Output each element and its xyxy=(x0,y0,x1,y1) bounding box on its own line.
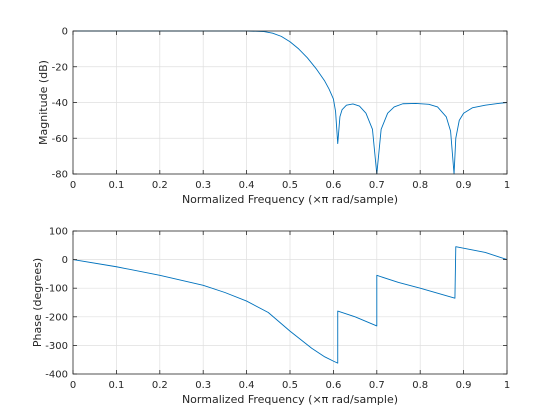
phase-plot: 0 0.1 0.2 0.3 0.4 0.5 0.6 0.7 0.8 0.9 1 -400 -300 -20… xyxy=(31,227,510,407)
phase-y-tick-label: 0 xyxy=(62,255,68,266)
magnitude-grid xyxy=(73,31,507,174)
phase-x-tick-label: 0.7 xyxy=(369,380,385,391)
phase-x-tick-label: 1 xyxy=(504,380,510,391)
magnitude-x-tick-label: 0.8 xyxy=(412,180,428,191)
phase-x-tick-label: 0.2 xyxy=(152,380,168,391)
magnitude-x-tick-label: 0.6 xyxy=(325,180,341,191)
magnitude-y-axis-label: Magnitude (dB) xyxy=(37,60,50,145)
phase-y-tick-label: 100 xyxy=(49,227,68,238)
phase-x-tick-label: 0.3 xyxy=(195,380,211,391)
phase-y-tick-label: -300 xyxy=(45,341,68,352)
magnitude-series-line xyxy=(73,30,508,175)
magnitude-series xyxy=(73,30,508,175)
phase-x-tick-label: 0.4 xyxy=(239,380,255,391)
magnitude-ticks: 0 0.1 0.2 0.3 0.4 0.5 0.6 0.7 0.8 0.9 1 -80 -60 -40 -2… xyxy=(52,27,511,192)
phase-y-axis-label: Phase (degrees) xyxy=(31,258,44,347)
magnitude-plot: 0 0.1 0.2 0.3 0.4 0.5 0.6 0.7 0.8 0.9 1 -80 -60 -40 -2… xyxy=(37,27,510,207)
phase-y-tick-label: -100 xyxy=(45,284,68,295)
magnitude-x-tick-label: 0.5 xyxy=(282,180,298,191)
phase-series-line xyxy=(72,246,508,364)
phase-y-tick-label: -200 xyxy=(45,312,68,323)
magnitude-y-tick-label: -20 xyxy=(52,62,68,73)
magnitude-x-tick-label: 0.1 xyxy=(108,180,124,191)
magnitude-y-tick-label: -60 xyxy=(52,134,68,145)
magnitude-x-tick-label: 0.2 xyxy=(152,180,168,191)
phase-x-tick-label: 0.5 xyxy=(282,380,298,391)
magnitude-x-tick-label: 0.3 xyxy=(195,180,211,191)
magnitude-x-tick-label: 0.9 xyxy=(456,180,472,191)
phase-x-axis-label: Normalized Frequency (×π rad/sample) xyxy=(182,393,398,406)
magnitude-y-tick-label: -80 xyxy=(52,170,68,181)
magnitude-y-tick-label: -40 xyxy=(52,98,68,109)
phase-ticks: 0 0.1 0.2 0.3 0.4 0.5 0.6 0.7 0.8 0.9 1 -400 -300 -20… xyxy=(45,227,510,392)
phase-x-tick-label: 0 xyxy=(70,380,76,391)
magnitude-x-tick-label: 0.4 xyxy=(239,180,255,191)
magnitude-y-tick-label: 0 xyxy=(62,27,68,38)
phase-y-tick-label: -400 xyxy=(45,370,68,381)
phase-x-tick-label: 0.8 xyxy=(412,380,428,391)
phase-x-tick-label: 0.6 xyxy=(325,380,341,391)
phase-series xyxy=(72,246,508,364)
phase-x-tick-label: 0.9 xyxy=(456,380,472,391)
magnitude-x-tick-label: 0 xyxy=(70,180,76,191)
phase-x-tick-label: 0.1 xyxy=(108,380,124,391)
magnitude-x-axis-label: Normalized Frequency (×π rad/sample) xyxy=(182,193,398,206)
magnitude-x-tick-label: 1 xyxy=(504,180,510,191)
magnitude-x-tick-label: 0.7 xyxy=(369,180,385,191)
